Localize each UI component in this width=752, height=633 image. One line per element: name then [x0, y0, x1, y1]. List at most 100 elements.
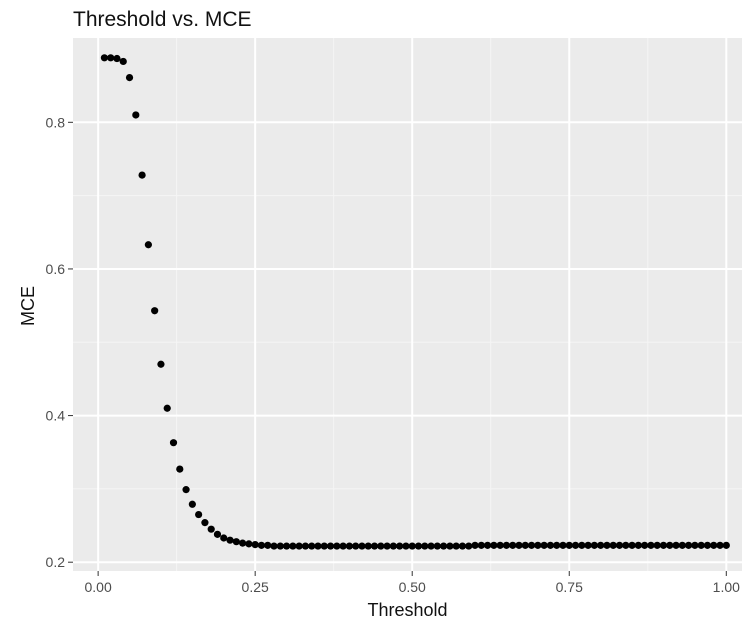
data-point: [370, 542, 379, 550]
data-point: [477, 541, 485, 549]
data-point: [584, 541, 592, 549]
data-point: [201, 519, 209, 527]
plot-panel: [73, 38, 742, 571]
data-point: [239, 539, 247, 547]
data-point: [276, 542, 284, 550]
data-point: [377, 542, 385, 550]
data-point: [119, 57, 127, 66]
data-point: [188, 500, 196, 508]
data-point: [282, 542, 291, 550]
data-point: [703, 541, 712, 549]
data-point: [157, 360, 165, 368]
data-point: [446, 542, 454, 550]
data-point: [672, 541, 680, 549]
data-point: [113, 54, 121, 63]
data-point: [471, 541, 479, 549]
data-point: [546, 541, 555, 549]
data-point: [270, 542, 278, 550]
data-point: [452, 542, 460, 550]
x-tick-label: 0.75: [556, 579, 583, 595]
data-point: [509, 541, 517, 549]
data-point: [615, 541, 624, 549]
data-point: [251, 541, 259, 549]
y-tick-label: 0.8: [46, 114, 66, 130]
data-point: [232, 538, 240, 546]
data-point: [622, 541, 630, 549]
data-point: [697, 541, 705, 549]
data-point: [515, 541, 523, 549]
data-point: [559, 541, 567, 549]
data-point: [264, 541, 272, 549]
y-axis: 0.2 0.4 0.6 0.8: [46, 114, 73, 570]
data-point: [421, 542, 429, 550]
y-axis-title: MCE: [18, 286, 38, 326]
y-tick-label: 0.2: [46, 554, 66, 570]
data-point: [565, 541, 573, 549]
data-point: [716, 541, 724, 549]
x-tick-label: 0.25: [242, 579, 269, 595]
data-point: [634, 541, 642, 549]
data-point: [483, 541, 492, 549]
data-point: [245, 540, 253, 548]
data-point: [226, 536, 234, 544]
data-point: [169, 439, 178, 447]
data-point: [641, 541, 649, 549]
x-tick-label: 0.50: [399, 579, 426, 595]
data-point: [195, 510, 203, 519]
data-point: [396, 542, 404, 550]
data-point: [339, 542, 347, 550]
data-point: [578, 541, 586, 549]
data-point: [490, 541, 498, 549]
data-point: [628, 541, 636, 549]
data-point: [163, 404, 171, 412]
data-point: [352, 542, 360, 550]
data-point: [320, 542, 328, 550]
data-point: [502, 541, 511, 549]
data-point: [408, 542, 416, 550]
data-point: [207, 525, 215, 533]
data-point: [597, 541, 605, 549]
data-point: [465, 542, 473, 550]
data-point: [182, 486, 190, 494]
data-point: [534, 541, 542, 549]
data-point: [521, 541, 529, 549]
data-point: [358, 542, 366, 550]
data-point: [710, 541, 718, 549]
data-points: [100, 54, 730, 550]
data-point: [571, 541, 580, 549]
data-point: [402, 542, 410, 550]
data-point: [333, 542, 341, 550]
data-point: [553, 541, 561, 549]
data-point: [540, 541, 548, 549]
data-point: [609, 541, 617, 549]
data-point: [722, 541, 730, 549]
data-point: [295, 542, 303, 550]
data-point: [364, 542, 372, 550]
data-point: [440, 542, 448, 550]
chart-title: Threshold vs. MCE: [73, 8, 252, 31]
x-tick-label: 0.00: [85, 579, 112, 595]
data-point: [213, 530, 222, 538]
data-point: [458, 542, 467, 550]
y-tick-label: 0.4: [46, 408, 66, 424]
x-axis-title: Threshold: [367, 600, 447, 620]
data-point: [691, 541, 699, 549]
data-point: [220, 534, 228, 542]
data-point: [326, 542, 335, 550]
data-point: [496, 541, 504, 549]
data-point: [527, 541, 536, 549]
data-point: [685, 541, 693, 549]
data-point: [647, 541, 655, 549]
data-point: [603, 541, 611, 549]
major-gridlines: [73, 38, 742, 571]
data-point: [257, 541, 266, 549]
data-point: [151, 307, 159, 315]
x-tick-label: 1.00: [713, 579, 740, 595]
data-point: [590, 541, 598, 549]
data-point: [345, 542, 353, 550]
y-tick-label: 0.6: [46, 261, 66, 277]
data-point: [433, 542, 441, 550]
data-point: [383, 542, 391, 550]
data-point: [289, 542, 297, 550]
